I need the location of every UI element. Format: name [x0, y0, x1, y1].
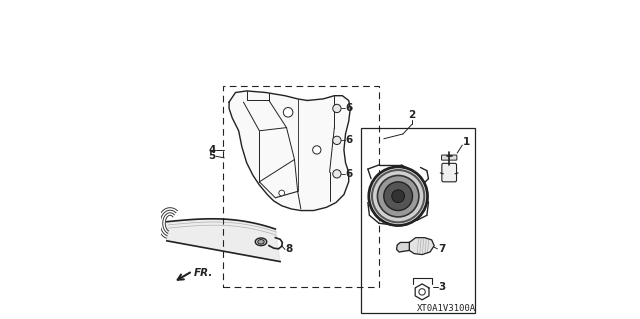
- Text: 6: 6: [346, 103, 353, 114]
- Text: 6: 6: [346, 135, 353, 145]
- Polygon shape: [410, 238, 434, 255]
- Text: 6: 6: [346, 169, 353, 179]
- Polygon shape: [167, 219, 280, 262]
- Text: 2: 2: [408, 110, 415, 120]
- Circle shape: [284, 108, 293, 117]
- Circle shape: [369, 167, 428, 226]
- Text: 7: 7: [438, 244, 445, 254]
- Circle shape: [384, 182, 413, 211]
- Circle shape: [313, 146, 321, 154]
- Circle shape: [333, 136, 341, 145]
- Bar: [361, 128, 475, 313]
- FancyBboxPatch shape: [442, 163, 456, 182]
- Polygon shape: [229, 91, 350, 211]
- Text: 1: 1: [463, 137, 470, 147]
- Polygon shape: [397, 242, 410, 252]
- Text: XT0A1V3100A: XT0A1V3100A: [417, 304, 476, 313]
- Circle shape: [333, 170, 341, 178]
- Circle shape: [372, 170, 424, 222]
- Polygon shape: [415, 284, 429, 300]
- Ellipse shape: [255, 238, 267, 246]
- Bar: [223, 86, 379, 287]
- Circle shape: [333, 104, 341, 113]
- FancyBboxPatch shape: [442, 155, 457, 160]
- Text: 8: 8: [285, 244, 292, 255]
- Text: 5: 5: [209, 151, 216, 161]
- Text: FR.: FR.: [194, 268, 213, 278]
- Circle shape: [378, 175, 419, 217]
- Text: 3: 3: [438, 282, 446, 292]
- Circle shape: [279, 190, 285, 196]
- Ellipse shape: [258, 240, 264, 244]
- Text: 4: 4: [208, 145, 216, 155]
- Circle shape: [392, 190, 404, 203]
- Circle shape: [419, 289, 425, 295]
